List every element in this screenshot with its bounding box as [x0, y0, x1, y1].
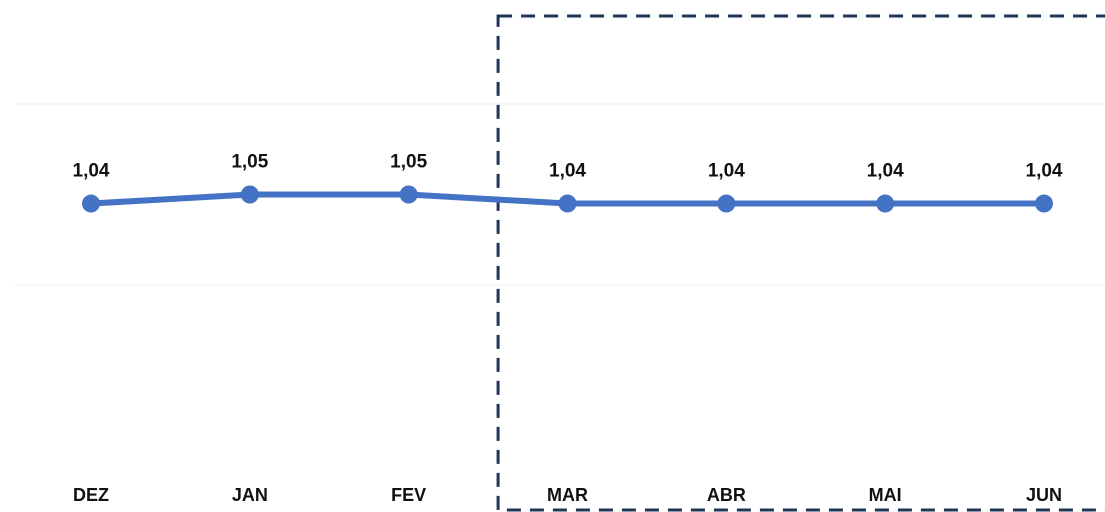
gridlines — [15, 103, 1105, 286]
data-label-mai: 1,04 — [867, 161, 904, 182]
data-point-mar — [558, 194, 577, 213]
data-point-abr — [717, 194, 736, 213]
data-point-dez — [82, 194, 100, 213]
tick-label-abr: ABR — [707, 485, 746, 505]
tick-label-jan: JAN — [232, 485, 268, 505]
series-layer — [82, 185, 1053, 213]
tick-label-fev: FEV — [391, 485, 426, 505]
tick-label-mar: MAR — [547, 485, 588, 505]
data-label-abr: 1,04 — [708, 161, 745, 182]
data-label-fev: 1,05 — [390, 152, 427, 173]
tick-label-jun: JUN — [1026, 485, 1062, 505]
data-labels: 1,04 1,05 1,05 1,04 1,04 1,04 1,04 — [73, 152, 1063, 182]
data-point-fev — [399, 185, 418, 204]
data-point-mai — [876, 194, 895, 213]
x-axis-ticks: DEZ JAN FEV MAR ABR MAI JUN — [73, 485, 1062, 505]
data-label-jan: 1,05 — [231, 152, 268, 173]
tick-label-mai: MAI — [869, 485, 902, 505]
data-label-mar: 1,04 — [549, 161, 586, 182]
data-label-dez: 1,04 — [73, 161, 110, 182]
data-point-jun — [1035, 194, 1053, 213]
tick-label-dez: DEZ — [73, 485, 109, 505]
data-point-jan — [240, 185, 259, 204]
data-label-jun: 1,04 — [1026, 161, 1063, 182]
forecast-box — [496, 14, 1105, 512]
forecast-highlight — [496, 14, 1105, 512]
